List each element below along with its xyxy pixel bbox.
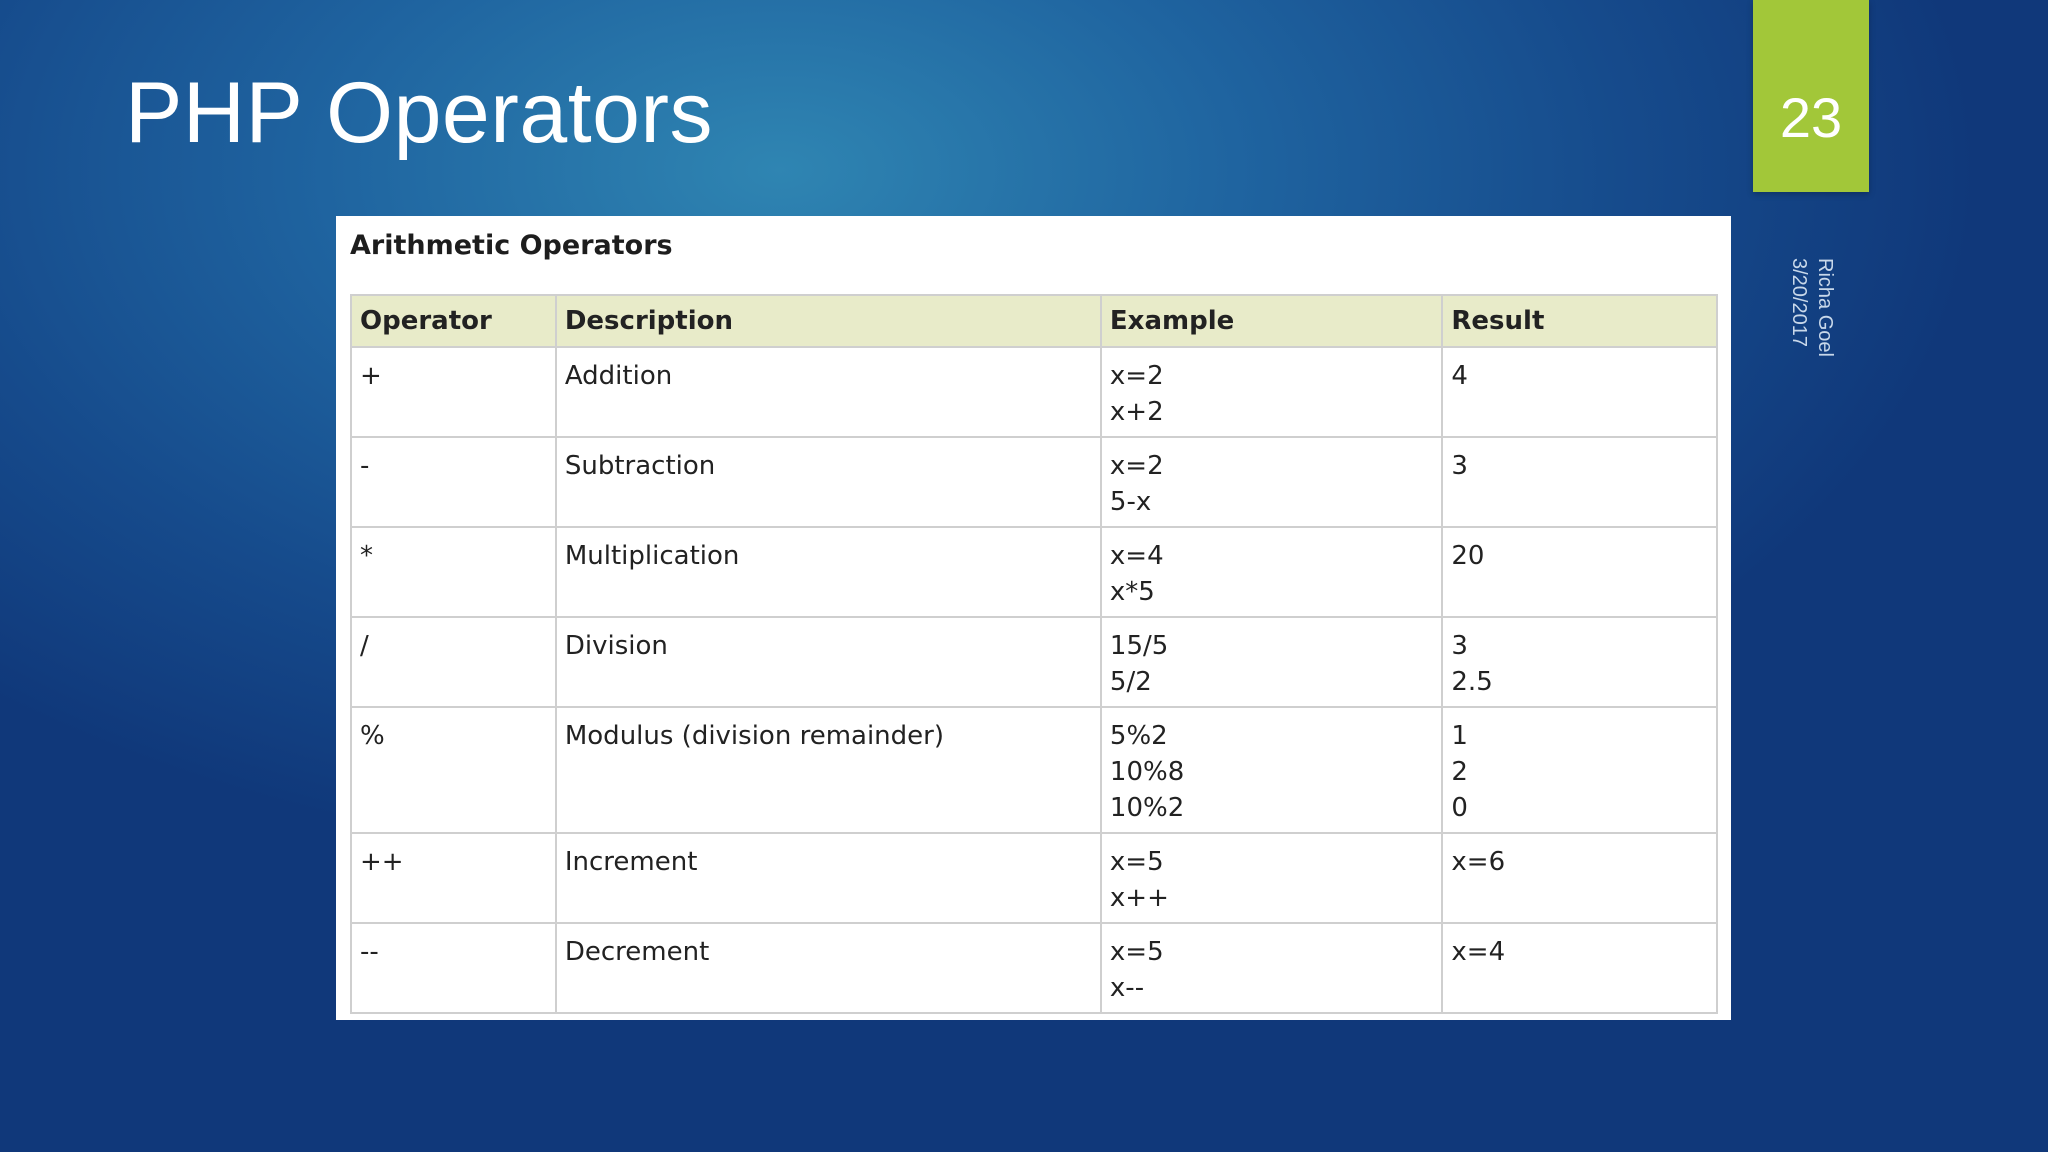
- cell-result: 3: [1441, 436, 1718, 528]
- table-row: * Multiplication x=4 x*5 20: [350, 526, 1718, 618]
- table-row: - Subtraction x=2 5-x 3: [350, 436, 1718, 528]
- cell-result: 1 2 0: [1441, 706, 1718, 834]
- example-line: x--: [1109, 973, 1145, 1003]
- cell-result: 20: [1441, 526, 1718, 618]
- cell-description: Addition: [554, 346, 1102, 438]
- cell-description: Multiplication: [554, 526, 1102, 618]
- result-line: 4: [1451, 361, 1468, 391]
- cell-description: Decrement: [554, 922, 1102, 1014]
- result-line: x=6: [1451, 847, 1506, 877]
- cell-operator: ++: [350, 832, 557, 924]
- cell-example: x=2 x+2: [1099, 346, 1444, 438]
- table-row: -- Decrement x=5 x-- x=4: [350, 922, 1718, 1014]
- result-line: 2.5: [1451, 667, 1493, 697]
- cell-description: Subtraction: [554, 436, 1102, 528]
- example-line: x=2: [1109, 361, 1164, 391]
- cell-example: x=5 x--: [1099, 922, 1444, 1014]
- cell-operator: *: [350, 526, 557, 618]
- cell-operator: %: [350, 706, 557, 834]
- cell-result: x=4: [1441, 922, 1718, 1014]
- example-line: x=2: [1109, 451, 1164, 481]
- slide-footer: Richa Goel 3/20/2017: [1782, 258, 1842, 438]
- table-row: ++ Increment x=5 x++ x=6: [350, 832, 1718, 924]
- result-line: 20: [1451, 541, 1485, 571]
- result-line: x=4: [1451, 937, 1506, 967]
- example-line: x=5: [1109, 937, 1164, 967]
- cell-example: x=2 5-x: [1099, 436, 1444, 528]
- result-line: 2: [1451, 757, 1468, 787]
- example-line: 15/5: [1109, 631, 1169, 661]
- cell-example: x=5 x++: [1099, 832, 1444, 924]
- example-line: x++: [1109, 883, 1169, 913]
- example-line: x*5: [1109, 577, 1155, 607]
- cell-result: x=6: [1441, 832, 1718, 924]
- cell-operator: --: [350, 922, 557, 1014]
- table-header-row: Operator Description Example Result: [350, 294, 1718, 348]
- example-line: 5%2: [1109, 721, 1168, 751]
- table-row: % Modulus (division remainder) 5%2 10%8 …: [350, 706, 1718, 834]
- table-caption: Arithmetic Operators: [350, 230, 673, 261]
- cell-example: 15/5 5/2: [1099, 616, 1444, 708]
- cell-description: Increment: [554, 832, 1102, 924]
- slide-number-badge: 23: [1753, 0, 1869, 192]
- cell-description: Division: [554, 616, 1102, 708]
- footer-date: 3/20/2017: [1788, 258, 1810, 347]
- result-line: 3: [1451, 631, 1468, 661]
- header-description: Description: [554, 294, 1102, 348]
- cell-example: x=4 x*5: [1099, 526, 1444, 618]
- cell-example: 5%2 10%8 10%2: [1099, 706, 1444, 834]
- example-line: x+2: [1109, 397, 1164, 427]
- result-line: 1: [1451, 721, 1468, 751]
- cell-result: 3 2.5: [1441, 616, 1718, 708]
- cell-operator: +: [350, 346, 557, 438]
- example-line: 10%2: [1109, 793, 1185, 823]
- cell-result: 4: [1441, 346, 1718, 438]
- example-line: x=4: [1109, 541, 1164, 571]
- arithmetic-operators-table: Operator Description Example Result + Ad…: [350, 294, 1718, 1014]
- table-row: / Division 15/5 5/2 3 2.5: [350, 616, 1718, 708]
- slide-title: PHP Operators: [125, 65, 714, 161]
- example-line: 10%8: [1109, 757, 1185, 787]
- example-line: x=5: [1109, 847, 1164, 877]
- header-example: Example: [1099, 294, 1444, 348]
- header-result: Result: [1441, 294, 1718, 348]
- operators-table-image: Arithmetic Operators Operator Descriptio…: [336, 216, 1731, 1020]
- table-row: + Addition x=2 x+2 4: [350, 346, 1718, 438]
- slide-number: 23: [1779, 86, 1843, 149]
- result-line: 0: [1451, 793, 1468, 823]
- example-line: 5-x: [1109, 487, 1152, 517]
- header-operator: Operator: [350, 294, 557, 348]
- cell-description: Modulus (division remainder): [554, 706, 1102, 834]
- footer-author: Richa Goel: [1814, 258, 1836, 357]
- result-line: 3: [1451, 451, 1468, 481]
- cell-operator: -: [350, 436, 557, 528]
- cell-operator: /: [350, 616, 557, 708]
- example-line: 5/2: [1109, 667, 1152, 697]
